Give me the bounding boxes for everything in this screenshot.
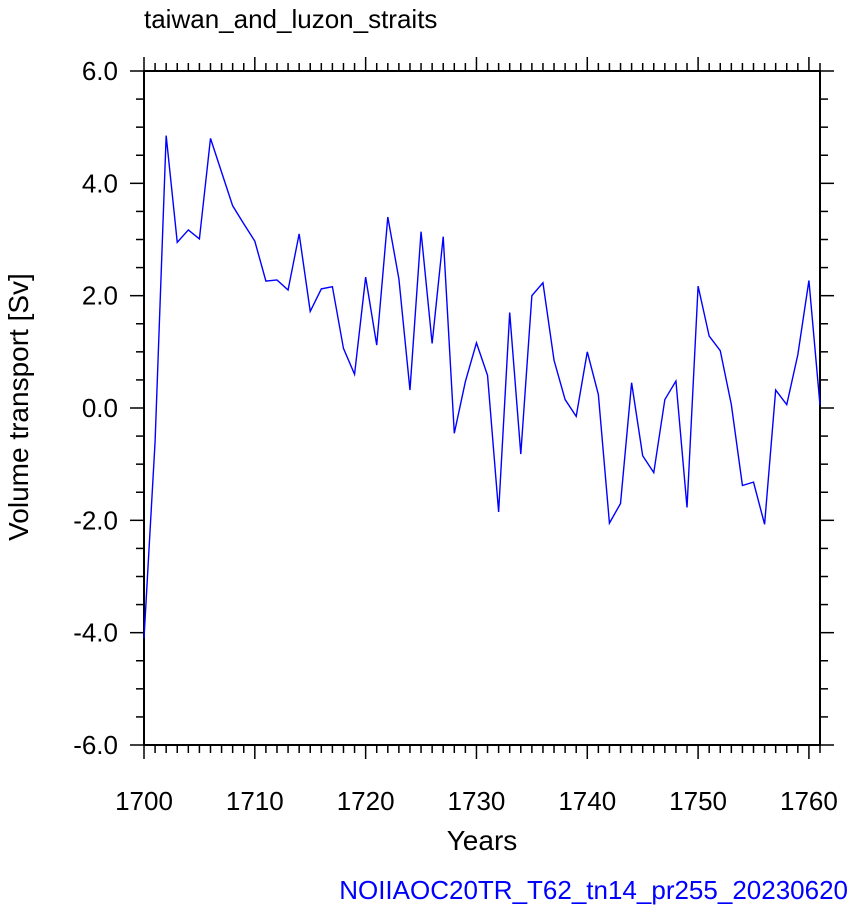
series-line [143, 135, 821, 639]
caption-text: NOIIAOC20TR_T62_tn14_pr255_20230620 [339, 875, 848, 905]
x-tick-label: 1750 [669, 786, 727, 816]
x-tick-label: 1720 [337, 786, 395, 816]
x-tick-label: 1710 [226, 786, 284, 816]
y-axis-title: Volume transport [Sv] [3, 273, 34, 541]
y-tick-label: 4.0 [82, 168, 118, 198]
y-tick-label: 2.0 [82, 281, 118, 311]
y-tick-label: -6.0 [73, 730, 118, 760]
y-tick-label: 6.0 [82, 56, 118, 86]
y-tick-label: -4.0 [73, 618, 118, 648]
x-tick-label: 1730 [448, 786, 506, 816]
plot-frame [143, 70, 821, 746]
x-tick-label: 1740 [558, 786, 616, 816]
x-tick-label: 1760 [780, 786, 838, 816]
y-tick-label: 0.0 [82, 393, 118, 423]
x-tick-label: 1700 [115, 786, 173, 816]
chart-title: taiwan_and_luzon_straits [144, 4, 437, 34]
y-tick-label: -2.0 [73, 505, 118, 535]
x-axis-title: Years [447, 825, 518, 856]
